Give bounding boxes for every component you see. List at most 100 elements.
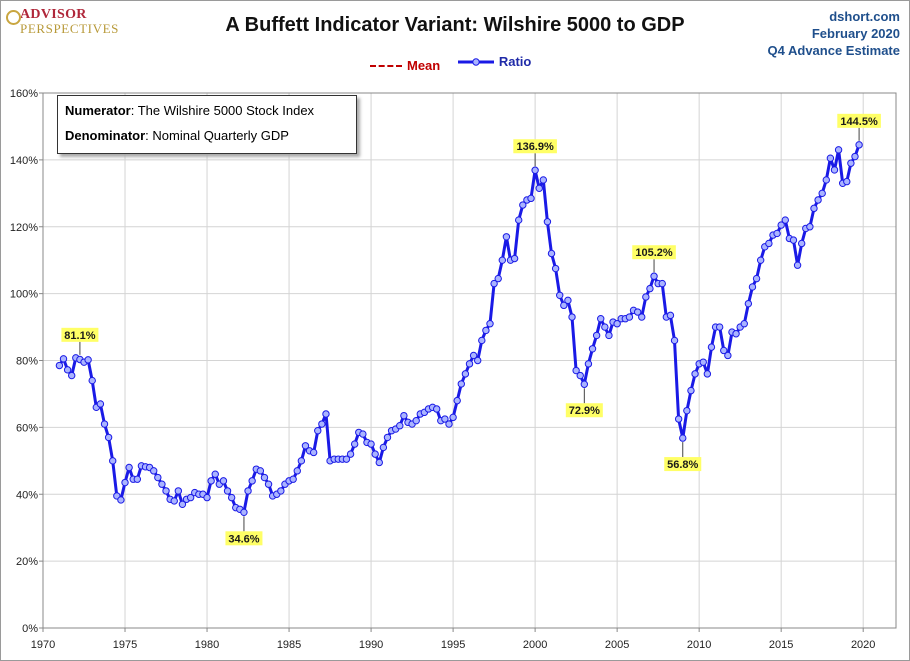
- annotation-label: 34.6%: [228, 533, 259, 545]
- ratio-point: [203, 493, 211, 502]
- annotation-box: [513, 139, 557, 154]
- y-tick-label: 80%: [16, 356, 38, 368]
- ratio-point: [207, 477, 215, 485]
- ratio-point: [818, 189, 826, 198]
- grid-lines: [43, 93, 896, 628]
- ratio-point: [158, 480, 166, 488]
- ratio-point: [244, 487, 252, 495]
- ratio-point: [486, 320, 494, 328]
- ratio-point: [318, 420, 326, 428]
- ratio-point: [84, 356, 92, 364]
- ratio-point: [314, 427, 322, 435]
- ratio-point: [633, 308, 642, 316]
- ratio-point: [432, 405, 441, 413]
- ratio-point: [474, 356, 482, 365]
- ratio-point: [449, 413, 457, 422]
- ratio-point: [109, 457, 117, 465]
- x-tick-label: 2015: [769, 639, 793, 651]
- ratio-point: [834, 146, 843, 154]
- ratio-point: [765, 239, 773, 248]
- x-axis: 1970 1975 1980 1985 1990 1995 2000 2005 2010 2015…: [31, 628, 875, 651]
- ratio-point: [346, 450, 355, 458]
- logo-mark-icon: [6, 10, 21, 25]
- ratio-point: [830, 166, 839, 174]
- ratio-point: [572, 366, 580, 375]
- ratio-point: [740, 320, 748, 328]
- annotation-label: 144.5%: [840, 116, 878, 128]
- info-box: Numerator: The Wilshire 5000 Stock Index…: [57, 95, 357, 154]
- ratio-point: [592, 331, 601, 340]
- ratio-point: [638, 313, 646, 321]
- ratio-point: [744, 299, 753, 308]
- ratio-point: [847, 159, 855, 167]
- ratio-point: [125, 463, 133, 472]
- y-tick-label: 40%: [16, 489, 38, 501]
- ratio-point: [715, 323, 724, 331]
- ratio-point: [478, 336, 486, 345]
- ratio-point: [186, 493, 195, 502]
- ratio-point: [806, 223, 814, 231]
- ratio-point: [789, 236, 798, 244]
- logo-line2: PERSPECTIVES: [20, 21, 119, 36]
- numerator-text: : The Wilshire 5000 Stock Index: [130, 103, 315, 118]
- ratio-point: [826, 154, 835, 162]
- legend-mean-label: Mean: [407, 58, 441, 73]
- ratio-point: [55, 361, 64, 370]
- ratio-point: [793, 261, 802, 269]
- ratio-point: [777, 221, 785, 229]
- ratio-point: [703, 370, 712, 378]
- annotation-label: 56.8%: [667, 459, 698, 471]
- ratio-point: [104, 433, 113, 442]
- ratio-point: [293, 467, 301, 475]
- ratio-point: [178, 500, 187, 508]
- ratio-point: [150, 467, 158, 475]
- ratio-point: [367, 440, 375, 448]
- ratio-point: [350, 440, 359, 448]
- ratio-point: [248, 477, 256, 485]
- ratio-point: [162, 487, 170, 495]
- ratio-point: [658, 279, 666, 288]
- x-tick-label: 1985: [277, 639, 301, 651]
- ratio-point: [412, 416, 420, 425]
- ratio-point: [773, 229, 781, 238]
- x-tick-label: 2010: [687, 639, 711, 651]
- ratio-point: [724, 351, 732, 360]
- ratio-point: [527, 194, 535, 203]
- ratio-point: [100, 420, 109, 428]
- ratio-point: [88, 376, 96, 385]
- ratio-point: [707, 343, 716, 351]
- y-tick-label: 140%: [10, 155, 38, 167]
- ratio-point: [781, 216, 789, 224]
- ratio-point: [96, 400, 105, 408]
- ratio-point: [170, 497, 178, 505]
- annotation-label: 81.1%: [64, 330, 95, 342]
- ratio-series: [55, 141, 863, 517]
- ratio-point: [625, 313, 634, 321]
- ratio-point: [588, 345, 597, 353]
- ratio-point: [584, 360, 593, 368]
- ratio-point: [461, 370, 470, 378]
- ratio-point: [547, 249, 556, 258]
- ratio-point: [580, 380, 589, 388]
- ratio-point: [227, 493, 236, 502]
- ratio-point: [679, 434, 687, 442]
- ratio-point: [121, 478, 129, 487]
- x-tick-label: 1980: [195, 639, 219, 651]
- ratio-point: [519, 201, 527, 209]
- y-tick-label: 160%: [10, 88, 38, 100]
- ratio-point: [297, 457, 306, 465]
- ratio-point: [650, 272, 658, 280]
- ratio-point: [219, 477, 228, 485]
- ratio-point: [482, 326, 490, 335]
- ratio-point: [515, 216, 523, 224]
- annotation-box: [837, 113, 881, 128]
- x-tick-label: 1975: [113, 639, 137, 651]
- ratio-point: [601, 323, 609, 331]
- ratio-point: [543, 218, 552, 226]
- annotations: 81.1% 34.6% 136.9% 72.9% 105.2% 56.8% 144.5%: [61, 113, 881, 546]
- ratio-point: [469, 351, 478, 360]
- ratio-point: [441, 415, 449, 423]
- ratio-point: [264, 480, 273, 488]
- y-tick-label: 20%: [16, 556, 38, 568]
